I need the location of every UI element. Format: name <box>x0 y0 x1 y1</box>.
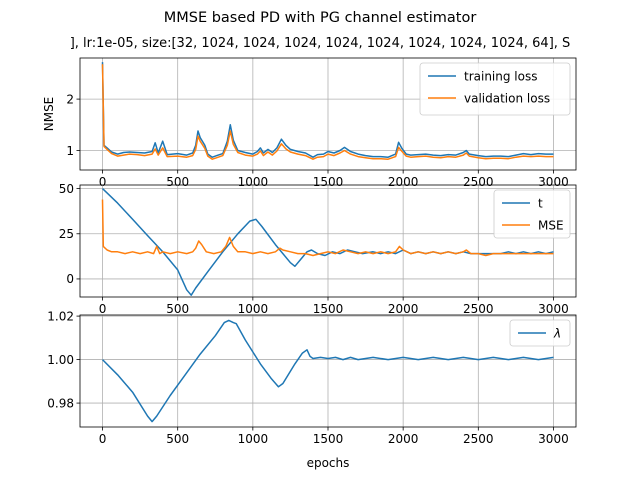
subplot-nmse: 0 500 1000 1500 2000 2500 3000 1 2 NMSE training… <box>42 57 577 189</box>
subplot-nmse-xtick-label: 0 <box>99 175 107 189</box>
subplot-nmse-series-1 <box>101 64 554 160</box>
subplot-t-mse-legend <box>493 189 571 239</box>
subplot-lambda-xtick-label: 500 <box>166 432 189 446</box>
subplot-nmse-legend-label: validation loss <box>464 91 550 105</box>
subplot-t-mse-xtick-label: 500 <box>166 302 189 316</box>
figure-subtitle: ], lr:1e-05, size:[32, 1024, 1024, 1024,… <box>70 36 571 51</box>
subplot-t-mse-xtick-label: 2000 <box>388 302 419 316</box>
subplot-t-mse-legend-label: MSE <box>538 218 564 232</box>
subplot-nmse-legend <box>419 62 571 116</box>
subplot-lambda-legend-label: λ <box>553 326 561 340</box>
subplot-lambda-ytick-label: 0.98 <box>47 396 74 410</box>
subplot-t-mse-xtick-label: 1000 <box>238 302 269 316</box>
subplot-t-mse-ytick-label: 25 <box>59 227 74 241</box>
subplot-t-mse: 0 500 1000 1500 2000 2500 3000 0 25 50 t MSE <box>59 182 577 316</box>
subplot-nmse-xtick-label: 2500 <box>463 175 494 189</box>
subplot-nmse-xtick-label: 1500 <box>313 175 344 189</box>
subplot-lambda: 0 500 1000 1500 2000 2500 3000 0.98 1.00 1.02 epo… <box>47 309 577 470</box>
subplot-lambda-ytick-label: 1.02 <box>47 309 74 323</box>
subplot-nmse-xtick-label: 500 <box>166 175 189 189</box>
subplot-t-mse-xtick-label: 2500 <box>463 302 494 316</box>
subplot-lambda-xtick-label: 0 <box>99 432 107 446</box>
subplot-t-mse-xtick-label: 3000 <box>538 302 569 316</box>
subplot-nmse-legend-label: training loss <box>464 69 537 83</box>
subplot-nmse-series-0 <box>101 62 554 158</box>
subplot-lambda-xtick-label: 1000 <box>238 432 269 446</box>
subplot-nmse-xtick-label: 1000 <box>238 175 269 189</box>
subplot-lambda-xtick-label: 2500 <box>463 432 494 446</box>
subplot-t-mse-series-0 <box>101 188 554 296</box>
subplot-lambda-series-0 <box>101 319 554 423</box>
subplot-t-mse-xtick-label: 0 <box>99 302 107 316</box>
subplot-nmse-ylabel: NMSE <box>42 97 56 132</box>
subplot-lambda-ytick-label: 1.00 <box>47 353 74 367</box>
subplot-lambda-xtick-label: 1500 <box>313 432 344 446</box>
subplot-nmse-ytick-label: 2 <box>66 92 74 106</box>
subplot-lambda-xtick-label: 2000 <box>388 432 419 446</box>
subplot-nmse-xtick-label: 3000 <box>538 175 569 189</box>
subplot-lambda-xlabel: epochs <box>307 456 350 470</box>
subplot-t-mse-series-1 <box>101 199 554 257</box>
subplot-t-mse-legend-label: t <box>538 196 543 210</box>
subplot-nmse-ytick-label: 1 <box>66 144 74 158</box>
figure-suptitle: MMSE based PD with PG channel estimator <box>164 10 477 26</box>
subplot-lambda-xtick-label: 3000 <box>538 432 569 446</box>
subplot-t-mse-ytick-label: 50 <box>59 182 74 196</box>
subplot-t-mse-xtick-label: 1500 <box>313 302 344 316</box>
subplot-nmse-xtick-label: 2000 <box>388 175 419 189</box>
subplot-t-mse-ytick-label: 0 <box>66 272 74 286</box>
